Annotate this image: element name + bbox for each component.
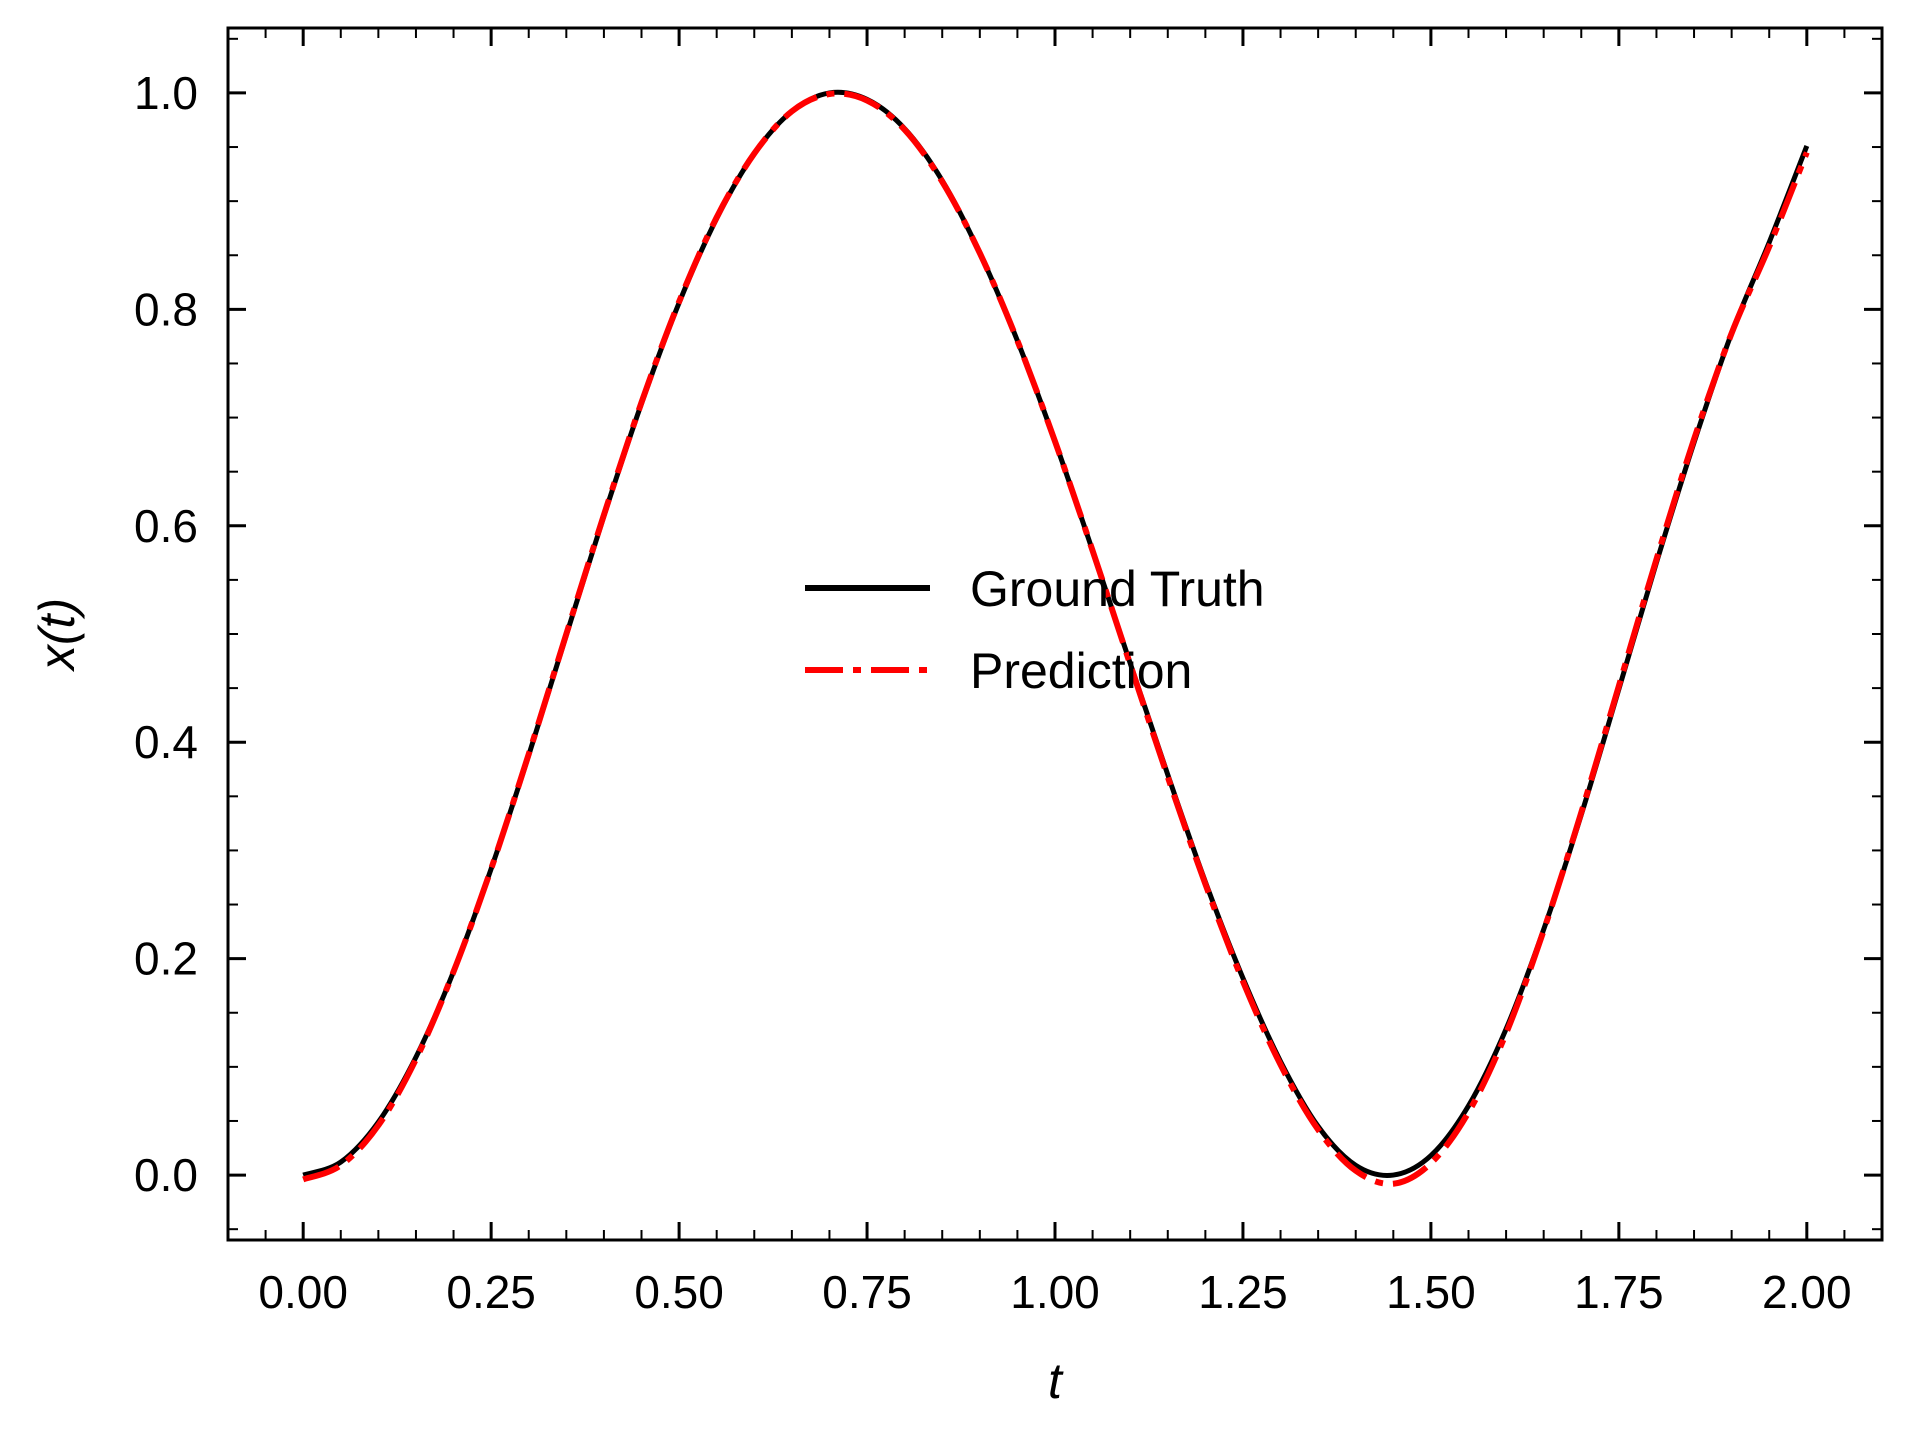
x-tick-label: 1.00 xyxy=(1010,1266,1100,1318)
x-tick-labels: 0.00 0.25 0.50 0.75 1.00 1.25 1.50 1.75 2.00 xyxy=(258,1266,1851,1318)
y-tick-labels: 0.0 0.2 0.4 0.6 0.8 1.0 xyxy=(134,67,198,1201)
x-tick-label: 0.00 xyxy=(258,1266,348,1318)
x-tick-label: 0.75 xyxy=(822,1266,912,1318)
y-axis-label: x(t) xyxy=(29,598,85,672)
y-tick-label: 1.0 xyxy=(134,67,198,119)
x-axis-label: t xyxy=(1048,1353,1064,1409)
y-tick-label: 0.2 xyxy=(134,933,198,985)
y-tick-label: 0.0 xyxy=(134,1149,198,1201)
axis-ticks xyxy=(228,28,1883,1240)
series-layer xyxy=(302,89,1810,1187)
legend: Ground Truth Prediction xyxy=(805,561,1265,699)
series-line-ground-truth xyxy=(302,89,1810,1178)
y-tick-label: 0.6 xyxy=(134,500,198,552)
y-tick-label: 0.4 xyxy=(134,716,198,768)
x-tick-label: 1.75 xyxy=(1574,1266,1664,1318)
x-tick-label: 1.50 xyxy=(1386,1266,1476,1318)
x-tick-label: 0.25 xyxy=(446,1266,536,1318)
series-line-prediction xyxy=(302,90,1810,1187)
x-tick-label: 0.50 xyxy=(634,1266,724,1318)
legend-label-ground-truth: Ground Truth xyxy=(970,561,1265,617)
x-tick-label: 1.25 xyxy=(1198,1266,1288,1318)
legend-label-prediction: Prediction xyxy=(970,643,1192,699)
x-tick-label: 2.00 xyxy=(1762,1266,1852,1318)
y-tick-label: 0.8 xyxy=(134,283,198,335)
